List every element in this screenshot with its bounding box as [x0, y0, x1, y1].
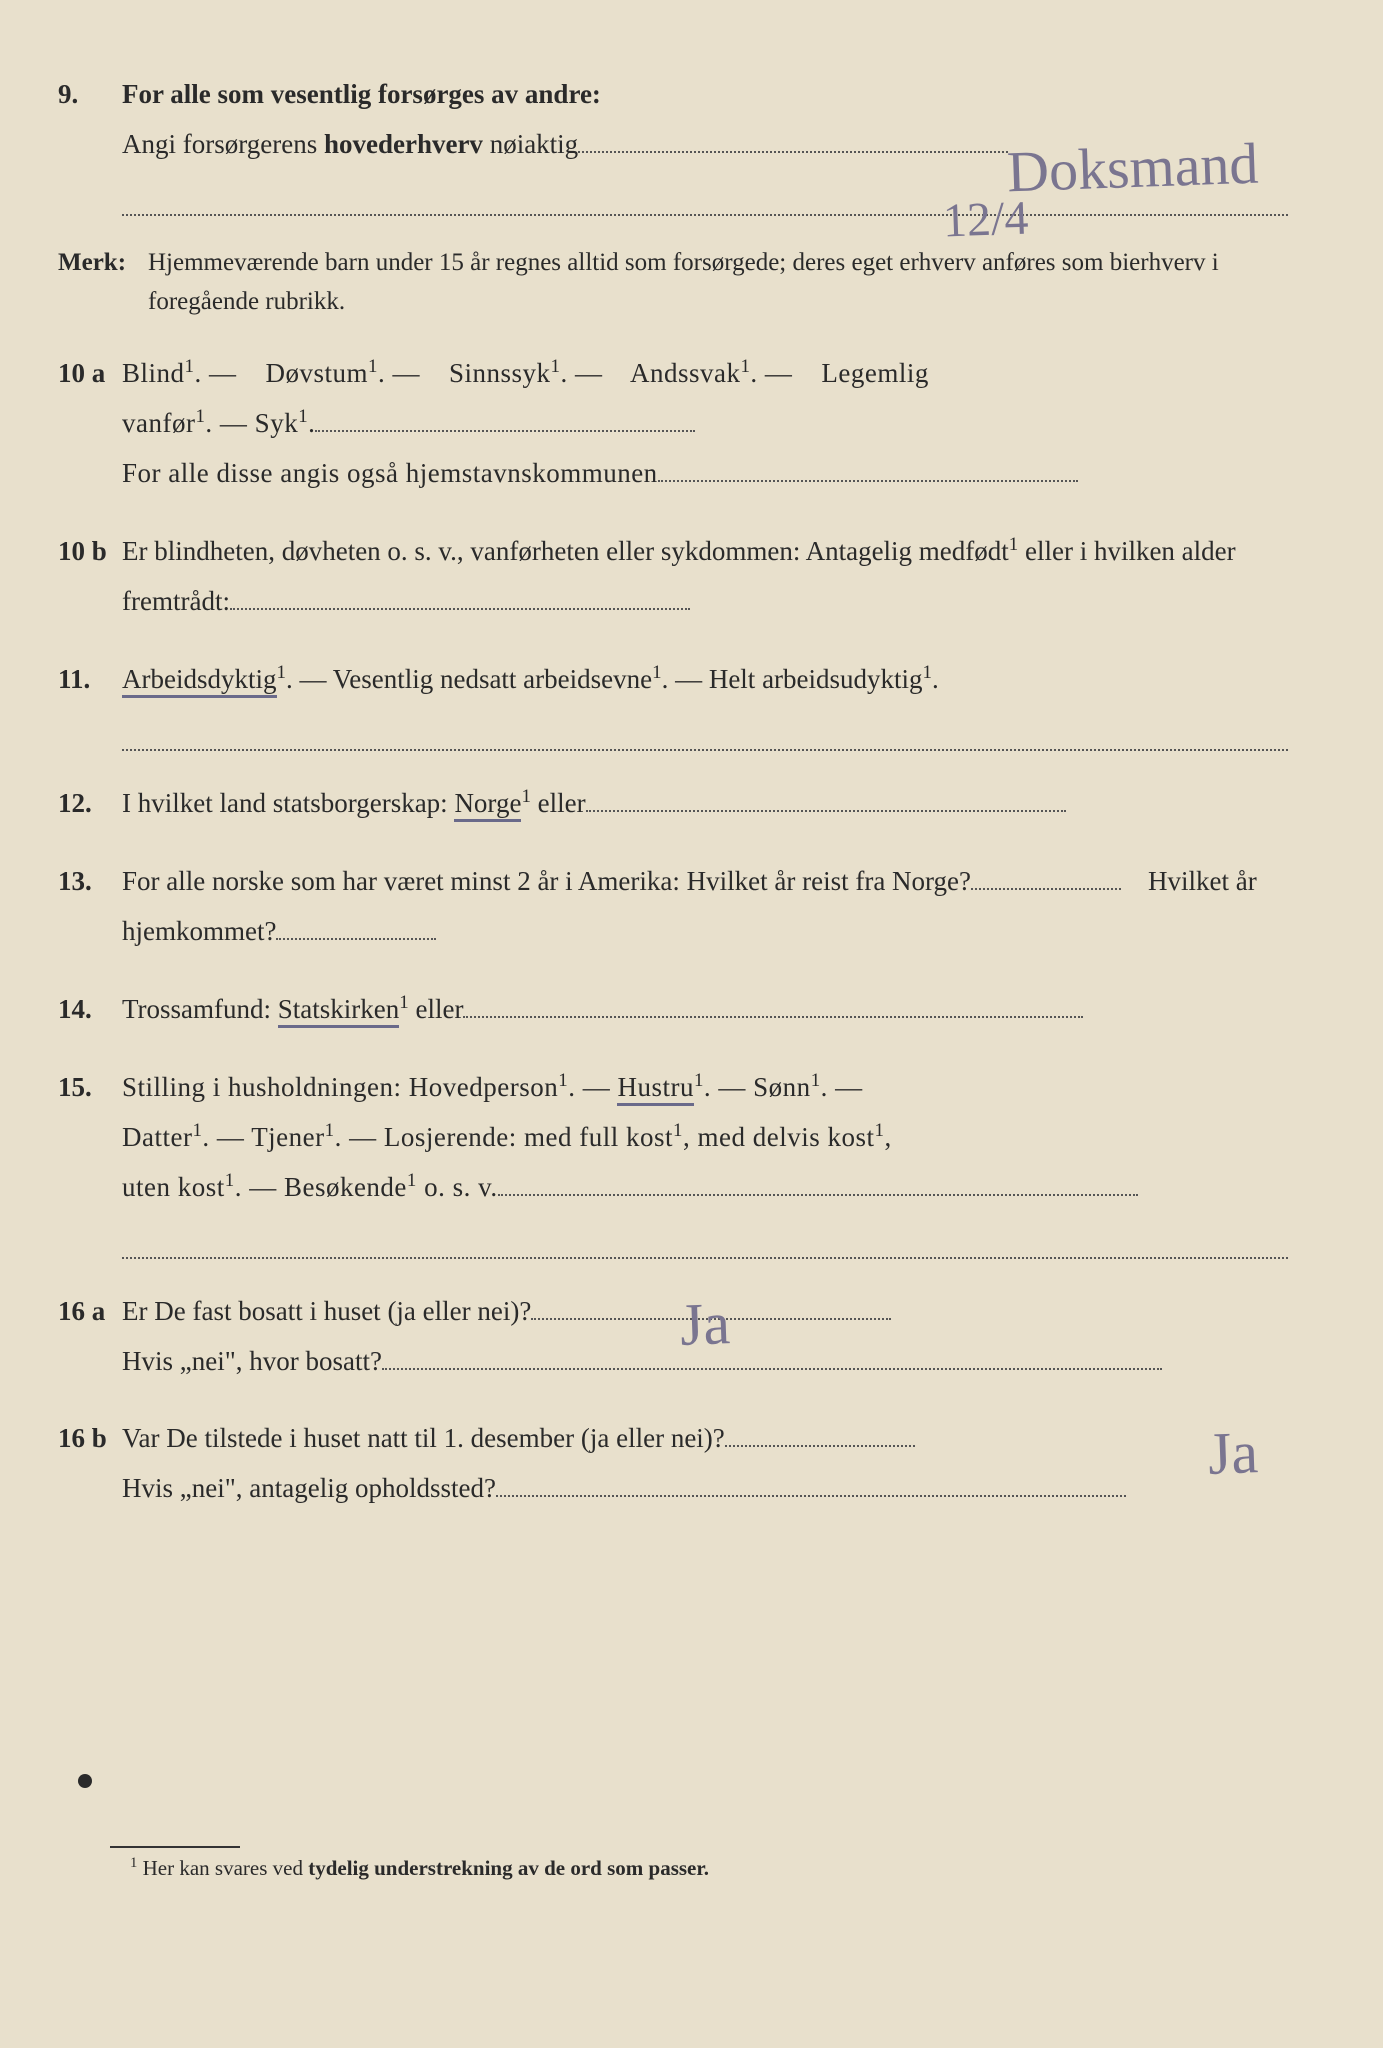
q15-t6: Losjerende: med full kost: [384, 1122, 673, 1152]
q11-blank: [122, 711, 1288, 751]
question-15: 15. Stilling i husholdningen: Hovedperso…: [110, 1063, 1288, 1259]
q10a-t3: Sinnssyk: [449, 358, 551, 388]
q15-blank1: [498, 1167, 1138, 1196]
q16a-body: Er De fast bosatt i huset (ja eller nei)…: [122, 1287, 1288, 1387]
q10a-t2: Døvstum: [265, 358, 368, 388]
q16b-body: Var De tilstede i huset natt til 1. dese…: [122, 1414, 1288, 1514]
q14-statskirken: Statskirken: [278, 994, 400, 1028]
q9-line2a: Angi forsørgerens: [122, 129, 324, 159]
question-12: 12. I hvilket land statsborgerskap: Norg…: [110, 779, 1288, 829]
q12-body: I hvilket land statsborgerskap: Norge1 e…: [122, 779, 1288, 829]
q14-number: 14.: [58, 985, 92, 1035]
q16a-number: 16 a: [58, 1287, 105, 1337]
q16a-blank2: [382, 1341, 1162, 1370]
q16b-text1: Var De tilstede i huset natt til 1. dese…: [122, 1423, 725, 1453]
q15-t7: med delvis kost: [697, 1122, 874, 1152]
question-16b: 16 b Var De tilstede i huset natt til 1.…: [110, 1414, 1288, 1514]
census-form-page: 9. For alle som vesentlig forsørges av a…: [0, 0, 1383, 2048]
q16b-blank2: [496, 1468, 1126, 1497]
q14-text1: Trossamfund:: [122, 994, 278, 1024]
q12-blank: [586, 783, 1066, 812]
merk-note: Merk: Hjemmeværende barn under 15 år reg…: [58, 244, 1288, 322]
q9-handwriting-2: 12/4: [941, 175, 1029, 267]
q9-body: For alle som vesentlig forsørges av andr…: [122, 70, 1288, 216]
q15-t3: Sønn: [753, 1072, 811, 1102]
q10b-text1: Er blindheten, døvheten o. s. v., vanfør…: [122, 536, 1009, 566]
q14-body: Trossamfund: Statskirken1 eller: [122, 985, 1288, 1035]
q15-hustru: Hustru: [617, 1072, 694, 1106]
q16a-text1: Er De fast bosatt i huset (ja eller nei)…: [122, 1296, 531, 1326]
q12-text2: eller: [531, 788, 586, 818]
q9-number: 9.: [58, 70, 78, 120]
q10a-t6: vanfør: [122, 408, 195, 438]
merk-text: Hjemmeværende barn under 15 år regnes al…: [148, 244, 1288, 322]
q12-text1: I hvilket land statsborgerskap:: [122, 788, 454, 818]
q13-text1: For alle norske som har været minst 2 år…: [122, 866, 971, 896]
question-11: 11. Arbeidsdyktig1. — Vesentlig nedsatt …: [110, 655, 1288, 751]
q9-handwriting-1: Doksmand: [1005, 110, 1260, 226]
dot-mark: [78, 1774, 92, 1788]
q10a-t4: Andssvak: [630, 358, 741, 388]
q15-t8: uten kost: [122, 1172, 225, 1202]
q16b-number: 16 b: [58, 1414, 107, 1464]
q15-t1: Stilling i husholdningen: Hovedperson: [122, 1072, 558, 1102]
q11-t1: Arbeidsdyktig: [122, 664, 277, 698]
q9-line2c: nøiaktig: [483, 129, 578, 159]
q9-line1: For alle som vesentlig forsørges av andr…: [122, 79, 601, 109]
q15-t5: Tjener: [251, 1122, 324, 1152]
q11-t2: Vesentlig nedsatt arbeidsevne: [333, 664, 652, 694]
footnote-rule: [110, 1846, 240, 1848]
q11-number: 11.: [58, 655, 90, 705]
question-9: 9. For alle som vesentlig forsørges av a…: [110, 70, 1288, 216]
q10a-line3: For alle disse angis også hjemstavnskomm…: [122, 458, 658, 488]
q10b-number: 10 b: [58, 527, 107, 577]
q11-body: Arbeidsdyktig1. — Vesentlig nedsatt arbe…: [122, 655, 1288, 751]
q14-text2: eller: [409, 994, 464, 1024]
q15-body: Stilling i husholdningen: Hovedperson1. …: [122, 1063, 1288, 1259]
question-13: 13. For alle norske som har været minst …: [110, 857, 1288, 957]
q12-norge: Norge: [454, 788, 521, 822]
q10a-body: Blind1. — Døvstum1. — Sinnssyk1. — Andss…: [122, 349, 1288, 499]
q15-blank2: [122, 1219, 1288, 1259]
q15-t4: Datter: [122, 1122, 192, 1152]
q16b-text2: Hvis „nei", antagelig opholdssted?: [122, 1473, 496, 1503]
question-14: 14. Trossamfund: Statskirken1 eller: [110, 985, 1288, 1035]
q9-blank1: [578, 124, 1008, 153]
q10a-t1: Blind: [122, 358, 185, 388]
q10a-number: 10 a: [58, 349, 105, 399]
q16a-text2: Hvis „nei", hvor bosatt?: [122, 1346, 382, 1376]
q10a-blank1: [315, 403, 695, 432]
question-10b: 10 b Er blindheten, døvheten o. s. v., v…: [110, 527, 1288, 627]
q10a-t5: Legemlig: [821, 358, 928, 388]
q13-number: 13.: [58, 857, 92, 907]
q10b-body: Er blindheten, døvheten o. s. v., vanfør…: [122, 527, 1288, 627]
q15-number: 15.: [58, 1063, 92, 1113]
q12-number: 12.: [58, 779, 92, 829]
q9-line2b: hovederhverv: [324, 129, 483, 159]
footnote-bold: tydelig understrekning av de ord som pas…: [308, 1856, 709, 1880]
q13-body: For alle norske som har været minst 2 år…: [122, 857, 1288, 957]
q10b-blank: [230, 581, 690, 610]
footnote-text: Her kan svares ved: [137, 1856, 308, 1880]
q15-t9: Besøkende: [284, 1172, 407, 1202]
q10a-blank2: [658, 453, 1078, 482]
question-16a: 16 a Er De fast bosatt i huset (ja eller…: [110, 1287, 1288, 1387]
q14-blank: [463, 989, 1083, 1018]
merk-label: Merk:: [58, 244, 148, 322]
q16b-blank1: [725, 1418, 915, 1447]
q15-t10: o. s. v.: [417, 1172, 498, 1202]
q13-blank1: [971, 861, 1121, 890]
footnote: 1 Her kan svares ved tydelig understrekn…: [130, 1849, 709, 1888]
q11-t3: Helt arbeidsudyktig: [709, 664, 923, 694]
question-10a: 10 a Blind1. — Døvstum1. — Sinnssyk1. — …: [110, 349, 1288, 499]
q10a-t7: Syk: [255, 408, 299, 438]
q13-blank2: [276, 911, 436, 940]
q16b-handwriting: Ja: [1206, 1398, 1260, 1511]
